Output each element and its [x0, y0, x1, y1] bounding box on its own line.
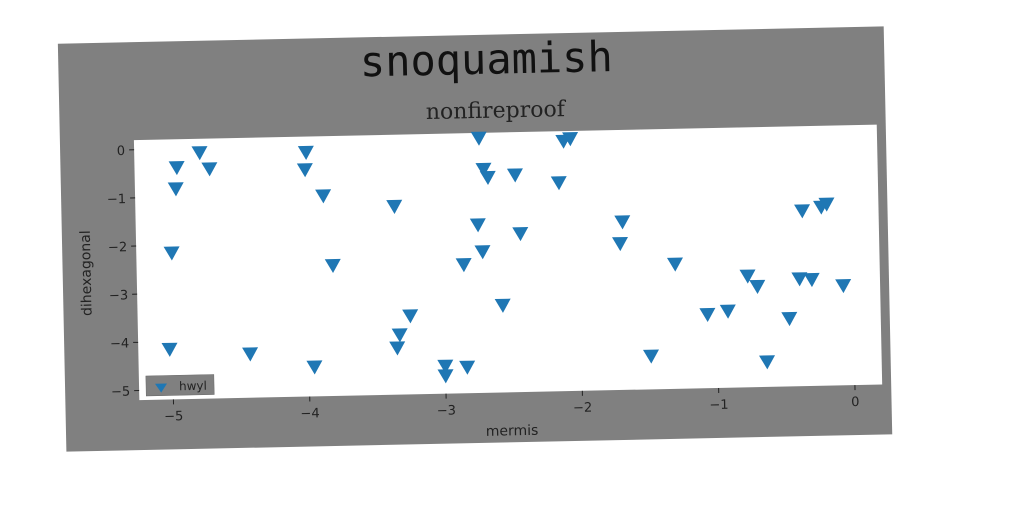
y-tick-label: 0 — [117, 144, 126, 159]
data-point — [512, 227, 529, 242]
y-tick-label: −3 — [109, 288, 128, 303]
y-axis: 0 −1 −2 −3 −4 −5 — [107, 144, 140, 400]
data-point — [437, 359, 454, 374]
data-point — [562, 132, 579, 147]
legend-box — [145, 374, 215, 397]
data-point — [242, 347, 259, 362]
data-point — [391, 328, 408, 343]
data-point — [163, 246, 180, 261]
data-point — [469, 218, 486, 233]
data-point — [201, 162, 218, 177]
data-point — [475, 162, 492, 177]
data-point — [168, 161, 185, 176]
data-point — [719, 304, 736, 319]
x-tick-label: −1 — [709, 398, 728, 413]
data-point — [389, 341, 406, 356]
data-point — [550, 176, 567, 191]
data-point — [479, 170, 496, 186]
data-point — [818, 197, 835, 212]
data-point — [297, 145, 314, 160]
chart-subtitle: nonfireproof — [426, 97, 567, 125]
x-axis-label: mermis — [486, 423, 539, 440]
data-point — [191, 146, 208, 161]
y-tick-label: −1 — [107, 192, 126, 207]
x-tick-label: −3 — [437, 403, 456, 418]
data-point — [794, 204, 811, 219]
y-axis-label: dihexagonal — [78, 230, 96, 316]
data-points — [161, 131, 852, 384]
data-point — [324, 258, 341, 274]
x-tick-label: 0 — [851, 395, 860, 410]
figure: snoquamish nonfireproof −5 −4 −3 −2 −1 0 0−1−… — [57, 26, 893, 452]
data-point — [306, 360, 323, 375]
chart-title: snoquamish — [359, 32, 613, 86]
data-point — [739, 269, 756, 284]
data-point — [643, 349, 659, 364]
data-point — [386, 199, 403, 214]
data-point — [402, 309, 419, 324]
data-point — [835, 279, 852, 294]
y-tick-label: −4 — [110, 337, 129, 352]
y-tick-label: −2 — [108, 240, 127, 255]
data-point — [474, 245, 491, 260]
data-point — [315, 189, 332, 204]
x-axis: −5 −4 −3 −2 −1 0 — [164, 385, 860, 425]
x-tick-label: −2 — [573, 401, 592, 416]
data-point — [167, 182, 184, 197]
data-point — [781, 311, 798, 327]
data-point — [612, 236, 629, 252]
data-point — [296, 163, 313, 178]
data-point — [699, 307, 716, 323]
data-point — [506, 168, 523, 183]
data-point — [470, 131, 487, 146]
data-point — [791, 272, 808, 287]
data-point — [455, 258, 472, 273]
data-point — [803, 272, 820, 288]
data-point — [459, 360, 476, 375]
legend-label: hwyl — [179, 379, 207, 394]
legend-marker — [155, 383, 168, 393]
data-point — [161, 342, 178, 357]
x-tick-label: −4 — [300, 406, 319, 421]
data-point — [437, 369, 454, 384]
data-point — [494, 298, 511, 313]
data-point — [666, 257, 683, 272]
legend: hwyl — [145, 374, 215, 397]
data-point — [749, 279, 766, 295]
data-point — [759, 355, 776, 370]
data-point — [614, 215, 631, 230]
x-tick-label: −5 — [164, 409, 183, 424]
y-tick-label: −5 — [111, 385, 130, 400]
